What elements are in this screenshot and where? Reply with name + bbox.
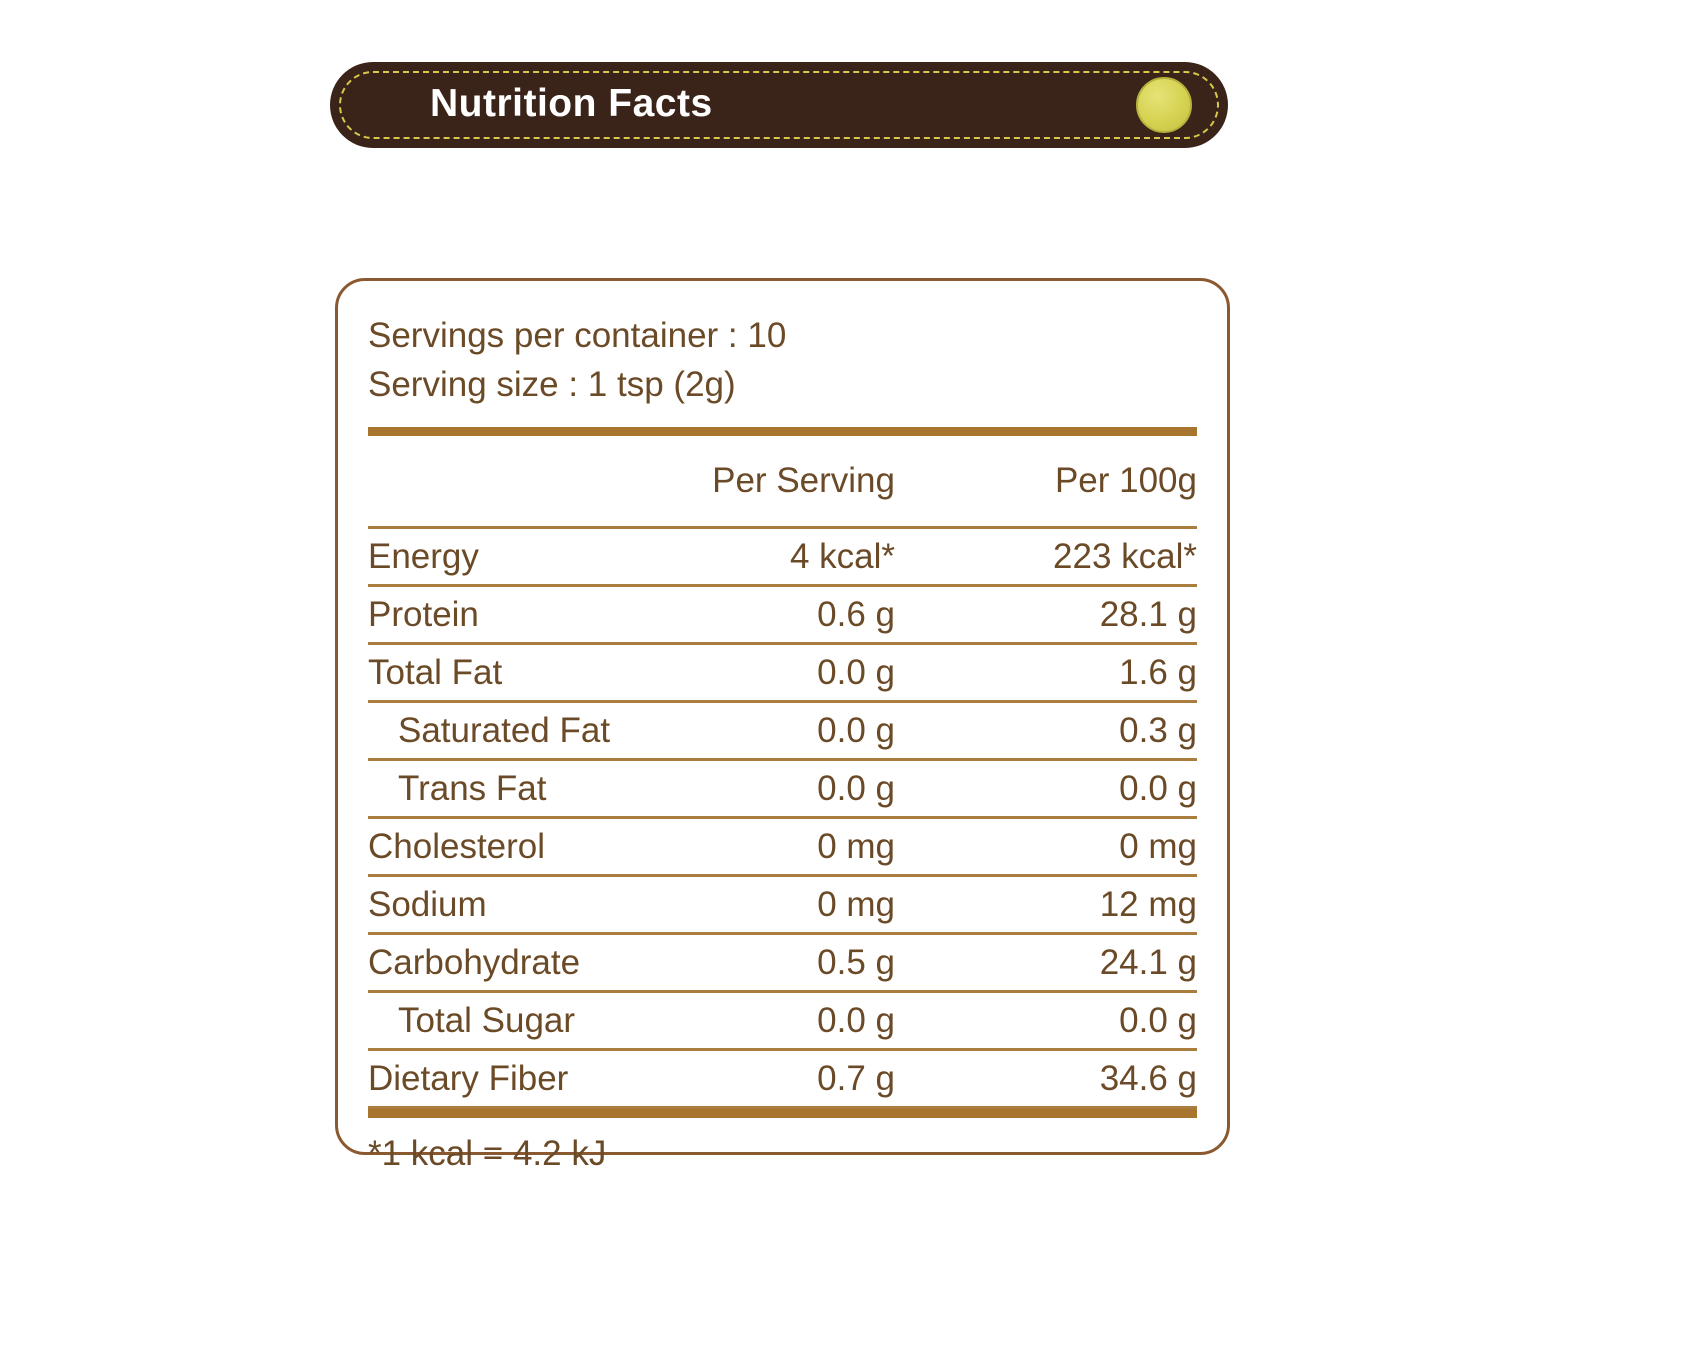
- row-label: Protein: [368, 594, 479, 634]
- row-label: Carbohydrate: [368, 942, 581, 982]
- row-label: Cholesterol: [368, 826, 546, 866]
- row-per-100g: 0 mg: [1119, 826, 1197, 866]
- row-per-serving: 0.0 g: [817, 768, 895, 808]
- row-per-serving: 0.0 g: [817, 710, 895, 750]
- table-row-cholesterol: Cholesterol 0 mg 0 mg: [368, 819, 1197, 877]
- table-row-saturated-fat: Saturated Fat 0.0 g 0.3 g: [368, 703, 1197, 761]
- footnote: *1 kcal = 4.2 kJ: [368, 1134, 607, 1173]
- row-per-serving: 0.7 g: [817, 1058, 895, 1098]
- row-label: Total Sugar: [398, 1000, 576, 1040]
- table-row-energy: Energy 4 kcal* 223 kcal*: [368, 529, 1197, 587]
- row-per-100g: 24.1 g: [1099, 942, 1197, 982]
- divider-thick-top: [368, 427, 1197, 436]
- header-per-100g: Per 100g: [1054, 461, 1197, 500]
- table-row-protein: Protein 0.6 g 28.1 g: [368, 587, 1197, 645]
- table-row-dietary-fiber: Dietary Fiber 0.7 g 34.6 g: [368, 1051, 1197, 1109]
- row-per-100g: 0.3 g: [1119, 710, 1197, 750]
- row-per-100g: 0.0 g: [1119, 1000, 1197, 1040]
- row-per-100g: 223 kcal*: [1053, 536, 1197, 576]
- row-per-100g: 28.1 g: [1099, 594, 1197, 634]
- row-per-100g: 34.6 g: [1099, 1058, 1197, 1098]
- serving-size: Serving size : 1 tsp (2g): [368, 365, 736, 404]
- row-label: Saturated Fat: [398, 710, 611, 750]
- table-row-carbohydrate: Carbohydrate 0.5 g 24.1 g: [368, 935, 1197, 993]
- row-label: Dietary Fiber: [368, 1058, 569, 1098]
- row-per-100g: 1.6 g: [1119, 652, 1197, 692]
- row-per-100g: 12 mg: [1099, 884, 1197, 924]
- serving-info: Servings per container : 10 Serving size…: [368, 311, 1197, 409]
- row-label: Total Fat: [368, 652, 503, 692]
- banner-title: Nutrition Facts: [430, 82, 713, 126]
- header-per-serving: Per Serving: [712, 461, 895, 500]
- servings-per-container: Servings per container : 10: [368, 316, 787, 355]
- row-label: Trans Fat: [398, 768, 547, 808]
- nutrition-banner: Nutrition Facts: [330, 62, 1228, 148]
- row-label: Energy: [368, 536, 479, 576]
- table-row-sodium: Sodium 0 mg 12 mg: [368, 877, 1197, 935]
- row-label: Sodium: [368, 884, 487, 924]
- row-per-serving: 0.0 g: [817, 1000, 895, 1040]
- row-per-serving: 0.0 g: [817, 652, 895, 692]
- row-per-serving: 0.5 g: [817, 942, 895, 982]
- divider-thick-bottom: [368, 1109, 1197, 1118]
- row-per-serving: 4 kcal*: [789, 536, 895, 576]
- row-per-serving: 0.6 g: [817, 594, 895, 634]
- row-per-serving: 0 mg: [817, 884, 895, 924]
- table-row-trans-fat: Trans Fat 0.0 g 0.0 g: [368, 761, 1197, 819]
- banner-dashed-border: [339, 71, 1219, 139]
- table-row-total-fat: Total Fat 0.0 g 1.6 g: [368, 645, 1197, 703]
- banner-dot-icon: [1136, 77, 1192, 133]
- nutrition-panel: Servings per container : 10 Serving size…: [335, 278, 1230, 1173]
- table-header-row: Per Serving Per 100g: [368, 436, 1197, 529]
- table-row-total-sugar: Total Sugar 0.0 g 0.0 g: [368, 993, 1197, 1051]
- row-per-100g: 0.0 g: [1119, 768, 1197, 808]
- row-per-serving: 0 mg: [817, 826, 895, 866]
